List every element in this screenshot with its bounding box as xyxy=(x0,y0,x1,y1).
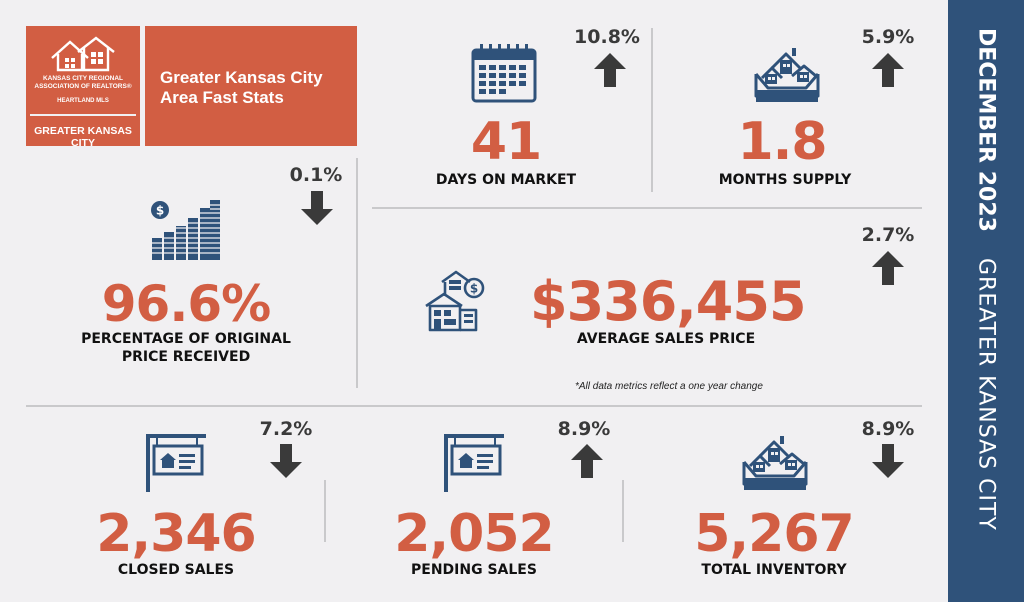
sale-sign-icon xyxy=(444,434,504,492)
page-title: Greater Kansas City Area Fast Stats xyxy=(160,68,323,107)
logo-divider xyxy=(30,114,136,116)
side-band-text: DECEMBER 2023 GREATER KANSAS CITY xyxy=(974,28,999,531)
stat-value: $336,455 xyxy=(530,270,807,333)
report-area: GREATER KANSAS CITY xyxy=(973,257,999,531)
arrow-up-icon xyxy=(872,251,904,285)
house-price-icon: $ xyxy=(425,270,485,332)
stat-label: PENDING SALES xyxy=(411,562,537,578)
arrow-down-icon xyxy=(270,444,302,478)
stat-label: TOTAL INVENTORY xyxy=(701,562,847,578)
houses-box-icon xyxy=(754,48,820,102)
calendar-icon xyxy=(471,44,537,103)
logo-line-2: ASSOCIATION OF REALTORS® xyxy=(34,83,132,90)
association-logo: KANSAS CITY REGIONAL ASSOCIATION OF REAL… xyxy=(26,26,140,149)
side-band: DECEMBER 2023 GREATER KANSAS CITY xyxy=(948,0,1024,602)
stat-label-line-1: PERCENTAGE OF ORIGINAL xyxy=(81,331,291,347)
stat-label: CLOSED SALES xyxy=(117,562,235,578)
change-percent: 0.1% xyxy=(289,164,343,186)
divider xyxy=(372,207,922,209)
divider xyxy=(356,158,358,388)
change-percent: 8.9% xyxy=(861,418,915,440)
divider xyxy=(651,28,653,192)
houses-box-icon xyxy=(742,436,808,490)
arrow-down-icon xyxy=(872,444,904,478)
stat-value: 2,052 xyxy=(394,504,554,564)
stat-value: 41 xyxy=(470,112,542,172)
houses-logo-icon xyxy=(51,36,115,72)
change-percent: 5.9% xyxy=(861,26,915,48)
svg-text:$: $ xyxy=(156,204,164,218)
change-percent: 7.2% xyxy=(259,418,313,440)
arrow-up-icon xyxy=(594,53,626,87)
logo-line-3: HEARTLAND MLS xyxy=(57,98,109,104)
stat-label: MONTHS SUPPLY xyxy=(718,172,852,188)
stat-label-line-2: PRICE RECEIVED xyxy=(121,349,251,365)
coin-stacks-icon: $ xyxy=(151,200,220,260)
arrow-up-icon xyxy=(872,53,904,87)
arrow-down-icon xyxy=(301,191,333,225)
divider xyxy=(622,480,624,542)
logo-region: GREATER KANSAS CITY xyxy=(34,125,132,149)
change-percent: 10.8% xyxy=(574,26,640,48)
stat-value: 2,346 xyxy=(96,504,256,564)
sale-sign-icon xyxy=(146,434,206,492)
stat-label: AVERAGE SALES PRICE xyxy=(576,331,756,347)
title-tile: Greater Kansas City Area Fast Stats xyxy=(145,26,357,146)
stat-value: 96.6% xyxy=(101,275,271,333)
divider xyxy=(26,405,922,407)
logo-line-1: KANSAS CITY REGIONAL xyxy=(42,75,124,82)
footnote: *All data metrics reflect a one year cha… xyxy=(575,381,763,392)
change-percent: 8.9% xyxy=(557,418,611,440)
divider xyxy=(324,480,326,542)
svg-text:$: $ xyxy=(470,282,478,296)
stat-value: 1.8 xyxy=(737,112,827,172)
report-period: DECEMBER 2023 xyxy=(973,28,999,232)
stat-label: DAYS ON MARKET xyxy=(435,172,577,188)
arrow-up-icon xyxy=(571,444,603,478)
change-percent: 2.7% xyxy=(861,224,915,246)
stat-value: 5,267 xyxy=(694,504,854,564)
